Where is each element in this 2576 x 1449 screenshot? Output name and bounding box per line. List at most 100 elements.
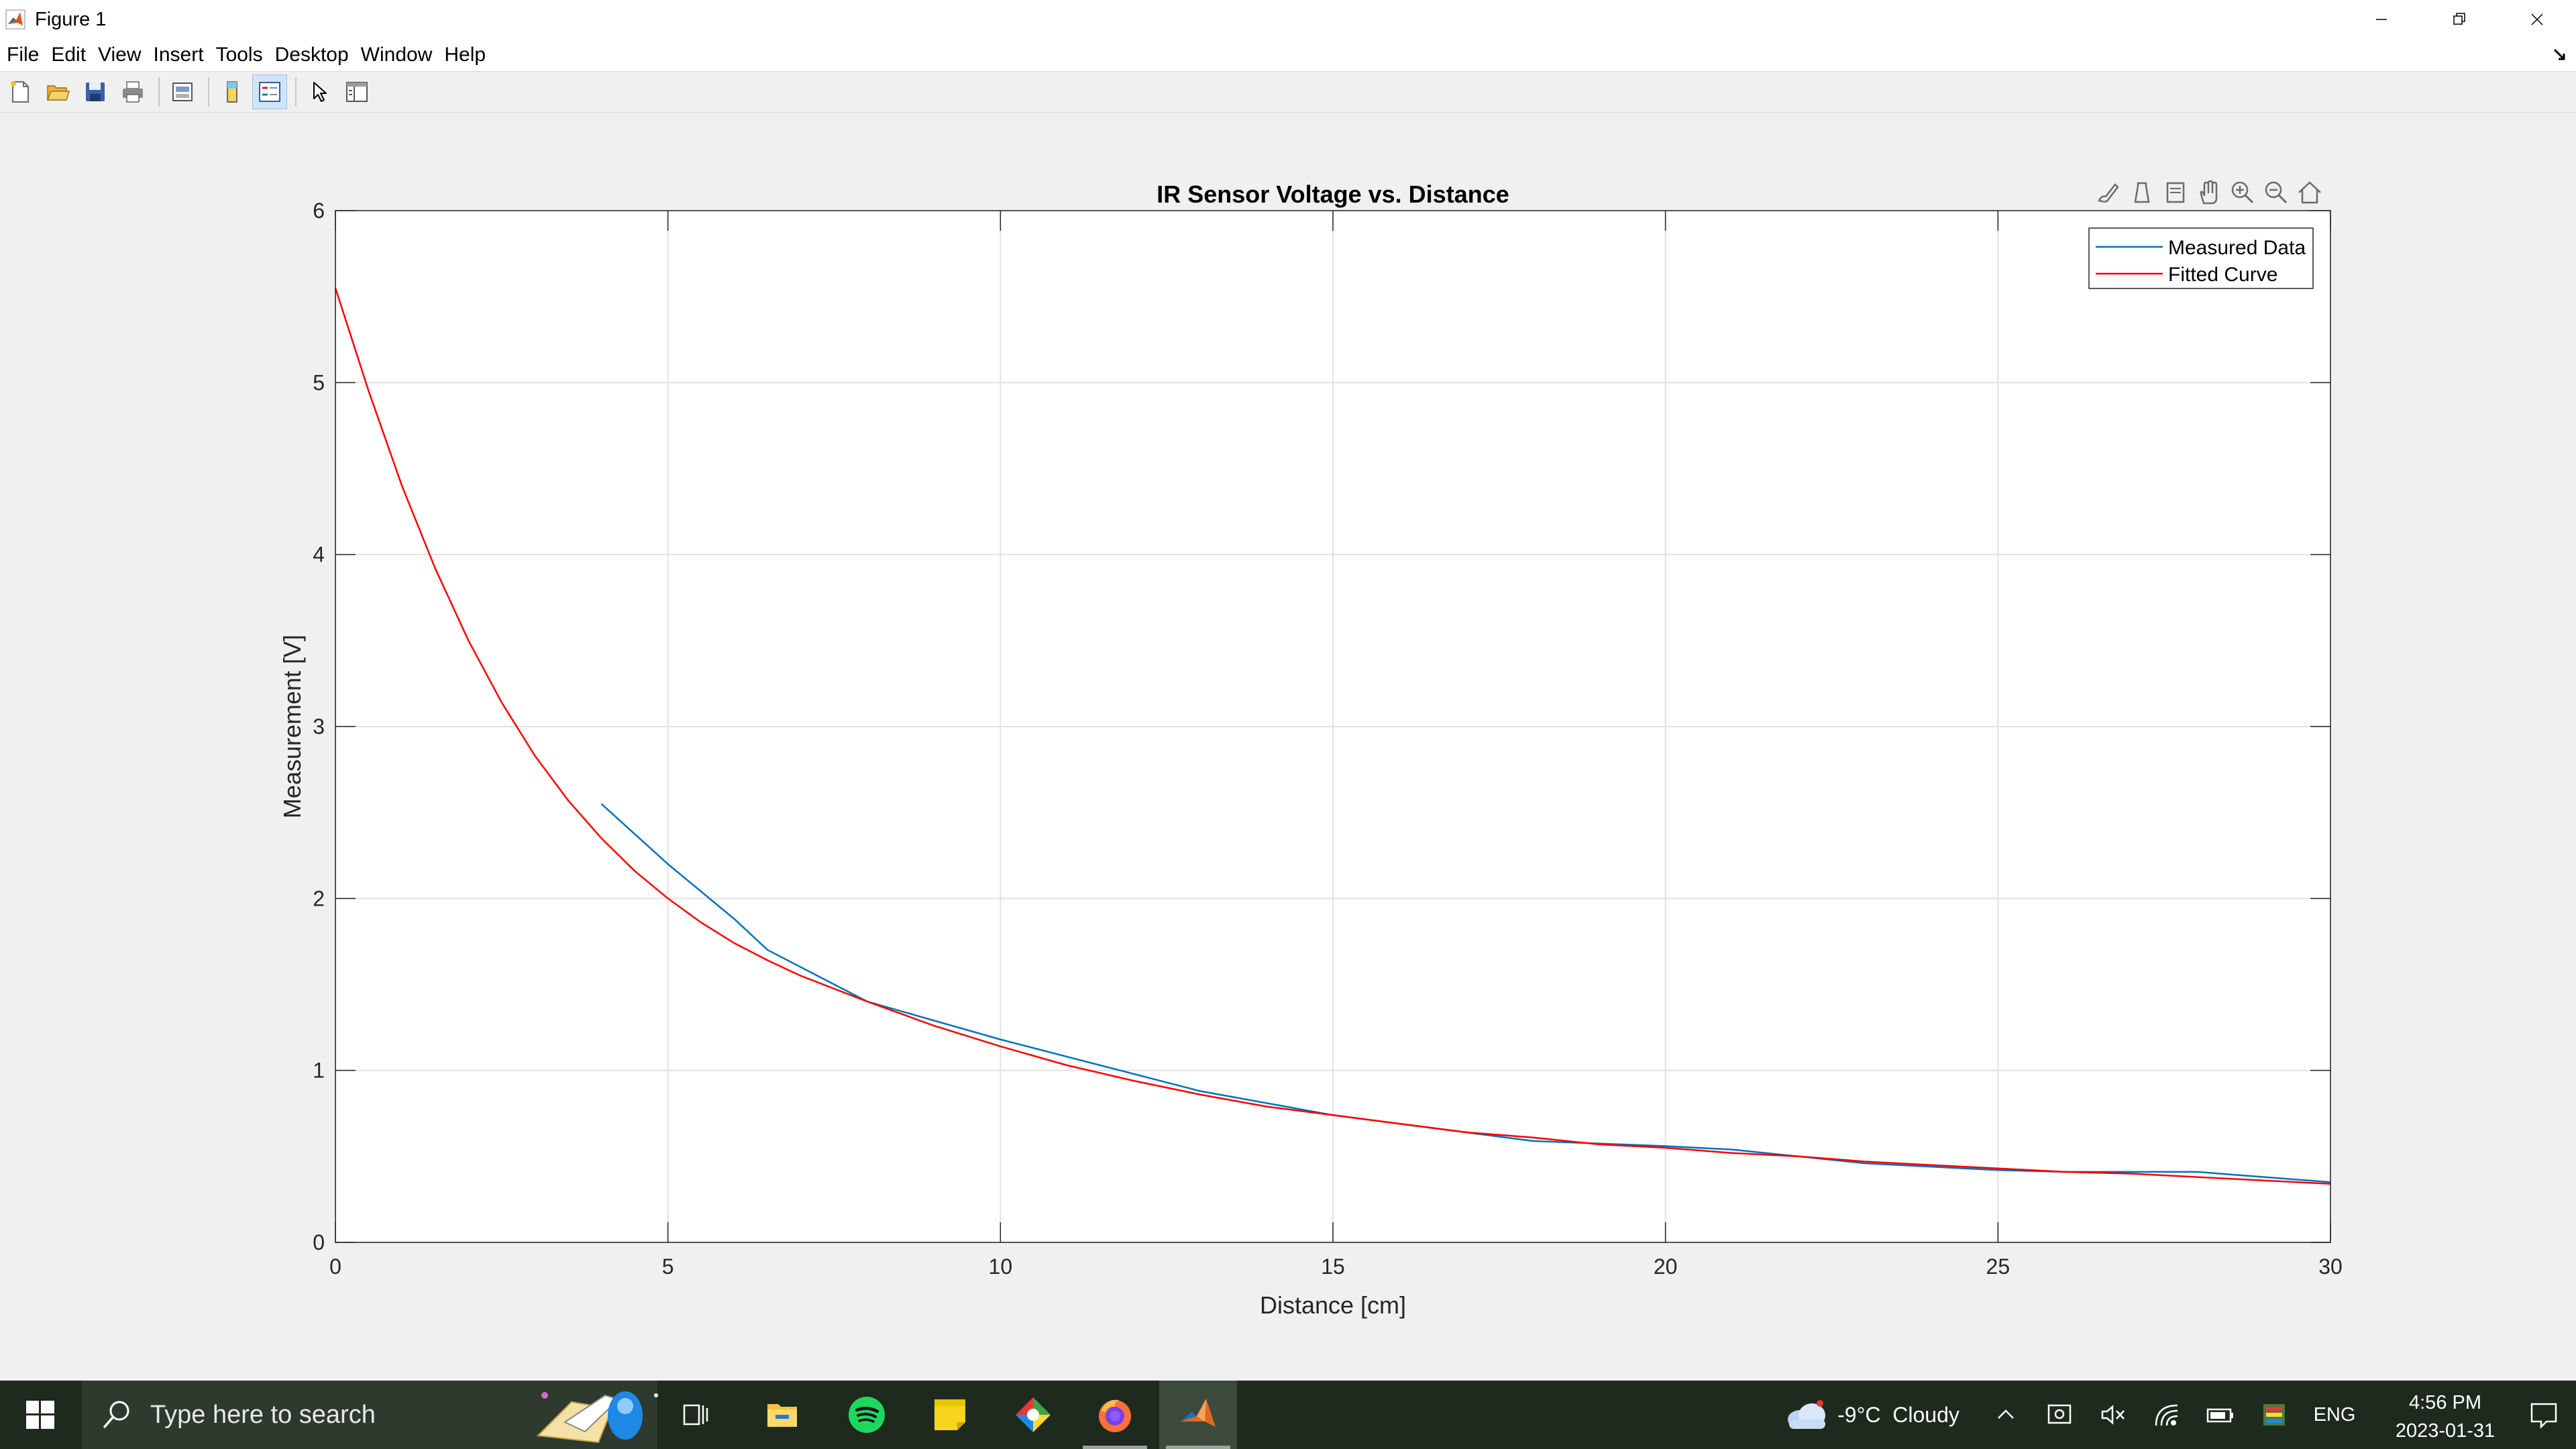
- link-plot-button[interactable]: [165, 74, 200, 109]
- tray-app-button[interactable]: [2254, 1381, 2294, 1449]
- rotate-button[interactable]: [2159, 176, 2192, 209]
- x-tick-label: 20: [1654, 1254, 1678, 1279]
- data-tips-icon: [2134, 182, 2150, 203]
- weather-widget[interactable]: -9°C Cloudy: [1771, 1381, 1972, 1449]
- clock-date: 2023-01-31: [2395, 1420, 2496, 1442]
- y-tick-label: 5: [313, 370, 325, 394]
- minimize-icon: [2376, 19, 2387, 20]
- chart-area[interactable]: 0 5 10 15 20 25 30 0 1 2 3 4 5 6 IR Sensor Voltage vs.…: [0, 113, 2576, 1381]
- dock-arrow-icon[interactable]: [2553, 48, 2567, 62]
- print-button[interactable]: [115, 74, 150, 109]
- menu-file[interactable]: File: [7, 44, 40, 66]
- matlab-icon: [1181, 1399, 1216, 1427]
- y-axis-label: Measurement [V]: [278, 635, 306, 818]
- taskbar-matlab[interactable]: [1159, 1381, 1237, 1449]
- restore-icon: [2453, 13, 2465, 25]
- x-tick-label: 30: [2318, 1254, 2343, 1279]
- y-tick-label: 0: [313, 1230, 325, 1254]
- menu-insert[interactable]: Insert: [153, 44, 204, 66]
- link-plot-icon: [172, 83, 193, 101]
- title-bar: Figure 1: [0, 0, 2576, 39]
- volume-button[interactable]: [2093, 1381, 2133, 1449]
- taskbar-search-box[interactable]: Type here to search: [82, 1381, 658, 1449]
- taskbar-firefox[interactable]: [1076, 1381, 1154, 1449]
- y-tick-label: 1: [313, 1059, 325, 1083]
- legend[interactable]: Measured Data Fitted Curve: [2088, 227, 2314, 289]
- x-tick-label: 10: [989, 1254, 1013, 1279]
- input-language[interactable]: ENG: [2313, 1403, 2356, 1426]
- show-hidden-icons-button[interactable]: [1986, 1381, 2026, 1449]
- firefox-icon: [1099, 1399, 1131, 1432]
- meet-now-icon: [2047, 1404, 2072, 1424]
- pan-button[interactable]: [2192, 176, 2226, 209]
- menu-tools[interactable]: Tools: [215, 44, 263, 66]
- task-view-icon: [683, 1404, 708, 1426]
- legend-icon: [259, 82, 280, 102]
- property-inspector-icon: [346, 82, 368, 102]
- restore-button[interactable]: [2420, 0, 2498, 39]
- battery-button[interactable]: [2200, 1381, 2241, 1449]
- start-button[interactable]: [0, 1381, 80, 1449]
- save-button[interactable]: [78, 74, 113, 109]
- running-indicator: [1083, 1446, 1147, 1449]
- property-inspector-button[interactable]: [339, 74, 374, 109]
- open-file-button[interactable]: [40, 74, 75, 109]
- menu-desktop[interactable]: Desktop: [274, 44, 349, 66]
- search-highlight-illustration-icon: [536, 1391, 658, 1444]
- wifi-icon: [2155, 1404, 2178, 1426]
- close-button[interactable]: [2498, 0, 2576, 39]
- edit-plot-button[interactable]: [302, 74, 337, 109]
- menu-edit[interactable]: Edit: [51, 44, 87, 66]
- taskbar-file-explorer[interactable]: [743, 1381, 821, 1449]
- close-icon: [2531, 13, 2543, 25]
- chart-title: IR Sensor Voltage vs. Distance: [1157, 180, 1509, 208]
- menu-help[interactable]: Help: [444, 44, 486, 66]
- colorbar-icon: [227, 81, 237, 103]
- zoom-out-button[interactable]: [2259, 176, 2293, 209]
- taskbar-task-view[interactable]: [657, 1381, 735, 1449]
- taskbar-sticky-notes[interactable]: [911, 1381, 989, 1449]
- menu-view[interactable]: View: [98, 44, 142, 66]
- taskbar-spotify[interactable]: [828, 1381, 906, 1449]
- restore-view-button[interactable]: [2293, 176, 2326, 209]
- chevron-up-icon: [1998, 1409, 2014, 1419]
- system-clock[interactable]: 4:56 PM 2023-01-31: [2381, 1389, 2509, 1445]
- menu-window[interactable]: Window: [360, 44, 433, 66]
- legend-label: Measured Data: [2168, 237, 2306, 259]
- toolbar-separator: [208, 77, 209, 107]
- notifications-button[interactable]: [2517, 1381, 2571, 1449]
- axis-labels: 0 5 10 15 20 25 30 0 1 2 3 4 5 6 IR Sensor Voltage vs.…: [278, 180, 2343, 1319]
- zoom-in-button[interactable]: [2226, 176, 2259, 209]
- insert-colorbar-button[interactable]: [215, 74, 250, 109]
- brush-button[interactable]: [2092, 176, 2125, 209]
- y-tick-label: 6: [313, 199, 325, 223]
- brush-icon: [2098, 183, 2119, 203]
- minimize-button[interactable]: [2343, 0, 2420, 39]
- taskbar: Type here to search -9°C Cloudy: [0, 1381, 2576, 1449]
- network-button[interactable]: [2147, 1381, 2187, 1449]
- x-tick-label: 25: [1986, 1254, 2010, 1279]
- x-tick-label: 15: [1321, 1254, 1345, 1279]
- rotate-icon: [2166, 182, 2185, 203]
- y-tick-label: 4: [313, 543, 325, 567]
- axis-ticks: [335, 210, 2331, 1243]
- menu-bar: File Edit View Insert Tools Desktop Wind…: [0, 39, 2576, 71]
- cloud-icon: [1788, 1400, 1826, 1429]
- data-tips-button[interactable]: [2125, 176, 2159, 209]
- spotify-icon: [849, 1397, 885, 1433]
- search-placeholder: Type here to search: [150, 1400, 376, 1429]
- window-title: Figure 1: [35, 8, 107, 30]
- snipping-tool-icon: [1016, 1397, 1051, 1432]
- home-icon: [2298, 181, 2321, 204]
- new-figure-button[interactable]: [3, 74, 38, 109]
- taskbar-snipping-tool[interactable]: [994, 1381, 1072, 1449]
- insert-legend-button[interactable]: [252, 74, 287, 109]
- save-icon: [86, 83, 105, 101]
- x-tick-label: 5: [662, 1254, 674, 1279]
- y-tick-label: 2: [313, 886, 325, 910]
- weather-text: -9°C Cloudy: [1837, 1402, 1960, 1427]
- tray-app-button[interactable]: [2039, 1381, 2080, 1449]
- matlab-logo-icon: [5, 9, 25, 30]
- x-axis-label: Distance [cm]: [1260, 1291, 1406, 1319]
- windows-logo-icon: [26, 1401, 54, 1429]
